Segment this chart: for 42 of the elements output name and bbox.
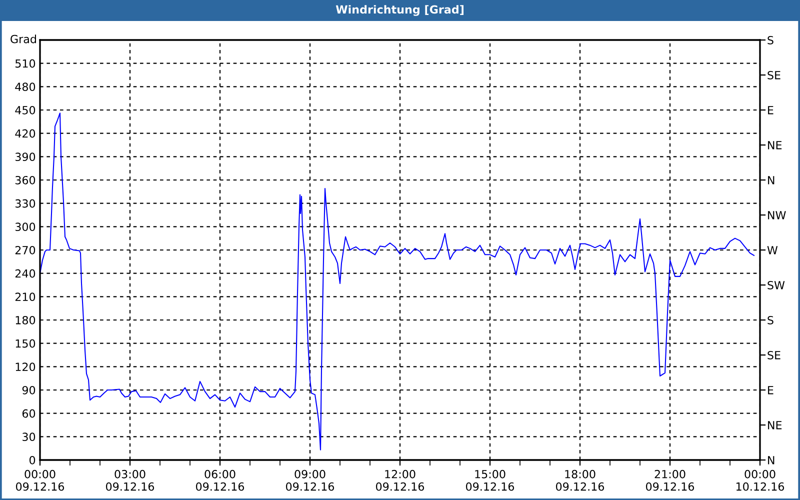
category-label: NE [768, 141, 782, 150]
x-tick-label: 00:00 10.12.16 [736, 470, 784, 491]
category-label: W [767, 246, 778, 254]
x-tick-label: 21:00 09.12.16 [646, 470, 694, 491]
category-label: E [768, 106, 774, 114]
x-tick-label: 06:00 09.12.16 [196, 470, 244, 491]
category-label: SW [768, 280, 785, 290]
y-tick-label: 90 [22, 386, 36, 394]
y-tick-label: 240 [15, 269, 36, 278]
y-tick-label: 60 [22, 409, 36, 418]
y-tick-label: 30 [22, 432, 36, 442]
y-tick-label: 360 [15, 176, 36, 184]
category-label: NW [768, 211, 786, 220]
x-tick-label: 18:00 09.12.16 [556, 470, 604, 491]
y-tick-label: 270 [15, 246, 36, 254]
chart-title: Windrichtung [Grad] [336, 5, 464, 16]
category-label: N [768, 456, 774, 464]
y-axis-title: Grad [10, 34, 36, 44]
category-label: S [768, 316, 774, 324]
y-tick-label: 210 [15, 292, 36, 302]
y-tick-label: 480 [15, 82, 36, 92]
y-tick-label: 510 [15, 59, 36, 68]
y-tick-label: 420 [15, 129, 36, 138]
y-tick-label: 0 [29, 456, 36, 464]
y-tick-label: 150 [16, 339, 36, 348]
x-tick-label: 00:00 09.12.16 [16, 470, 64, 491]
x-tick-label: 12:00 09.12.16 [376, 470, 424, 491]
y-tick-label: 390 [15, 152, 36, 162]
y-tick-label: 450 [15, 106, 36, 114]
category-label: N [768, 176, 774, 184]
y-tick-label: 300 [15, 222, 36, 232]
x-tick-label: 03:00 09.12.16 [106, 470, 154, 491]
category-label: S [768, 36, 774, 44]
category-label: SE [768, 70, 780, 80]
y-tick-label: 330 [15, 199, 36, 208]
category-label: SE [768, 350, 780, 360]
y-tick-label: 120 [16, 362, 36, 372]
x-tick-label: 09:00 09.12.16 [286, 470, 334, 491]
x-tick-label: 15:00 09.12.16 [466, 470, 514, 491]
y-tick-label: 180 [16, 316, 36, 324]
category-label: NE [768, 421, 782, 430]
category-label: E [768, 386, 774, 394]
